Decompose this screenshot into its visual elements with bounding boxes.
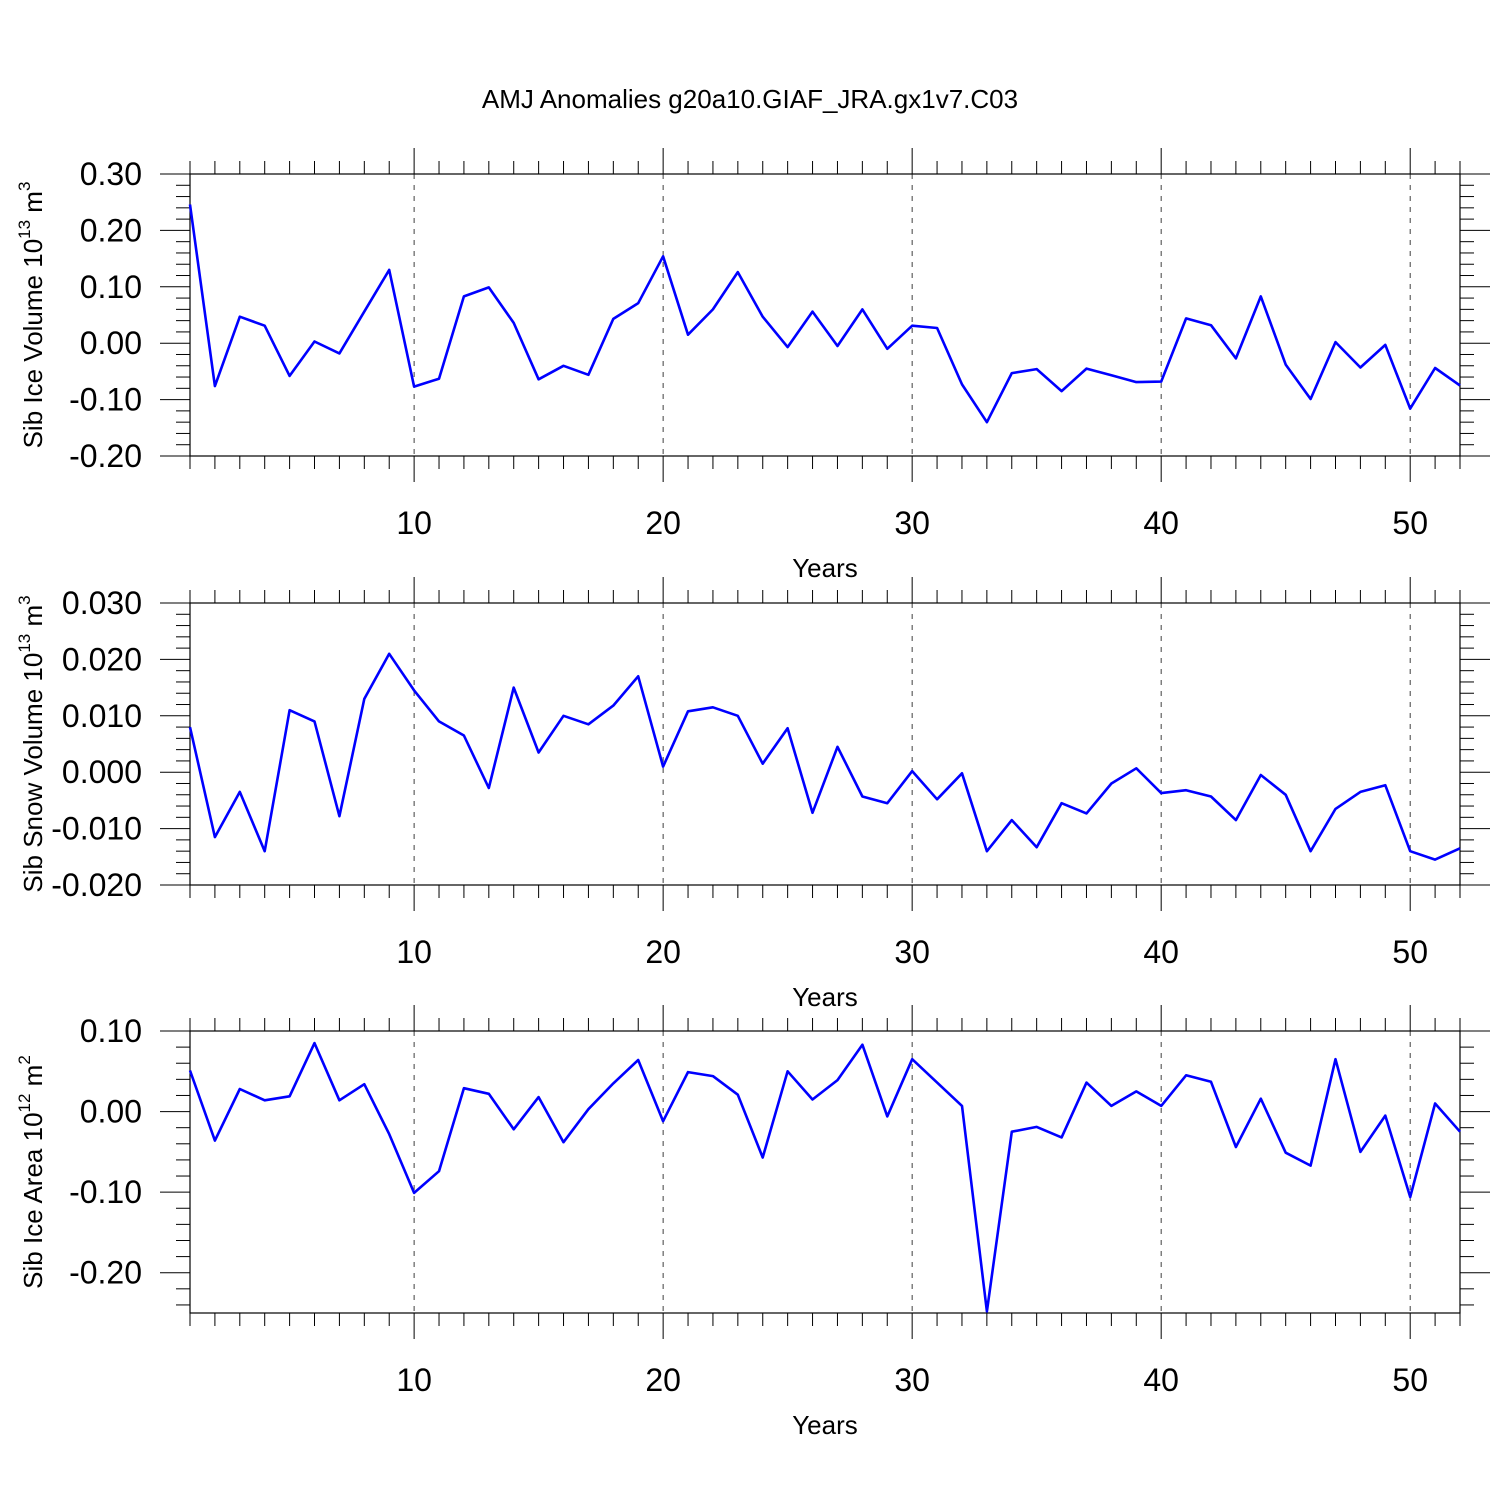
y-axis-title: Sib Ice Area 1012 m2 xyxy=(15,1055,48,1289)
x-tick-label: 10 xyxy=(396,934,432,970)
plot-frame xyxy=(189,602,1461,886)
x-tick-label: 50 xyxy=(1392,934,1428,970)
y-axis-title-text: Sib Snow Volume 10 xyxy=(18,653,48,893)
series-line xyxy=(188,652,1461,861)
x-axis-title: Years xyxy=(792,553,858,583)
y-tick-label: 0.00 xyxy=(80,1094,142,1130)
y-axis-title-text: m xyxy=(18,1065,48,1094)
y-tick-label: -0.010 xyxy=(51,811,142,847)
x-tick-label: 20 xyxy=(645,1362,681,1398)
y-tick-label: -0.10 xyxy=(69,382,142,418)
x-tick-label: 30 xyxy=(894,505,930,541)
chart-panel-2: 0.030 0.020 0.010 0.000 -0.010 -0.020 10 20 30 40… xyxy=(15,577,1490,1012)
x-tick-label: 40 xyxy=(1143,934,1179,970)
x-tick-label: 40 xyxy=(1143,1362,1179,1398)
x-tick-label: 20 xyxy=(645,934,681,970)
x-tick-label: 10 xyxy=(396,505,432,541)
y-tick-label: 0.020 xyxy=(62,641,142,677)
y-axis-title-text: Sib Ice Area 10 xyxy=(18,1112,48,1288)
y-axis-title-text: m xyxy=(18,605,48,634)
y-axis-title-superscript: 13 xyxy=(15,220,34,239)
y-axis-title-superscript: 12 xyxy=(15,1094,34,1113)
chart-panel-1: 0.30 0.20 0.10 0.00 -0.10 -0.20 10 20 30 40 50 Year… xyxy=(15,148,1490,583)
y-axis-title-superscript: 3 xyxy=(15,595,34,604)
page-title: AMJ Anomalies g20a10.GIAF_JRA.gx1v7.C03 xyxy=(481,84,1019,114)
y-tick-label: -0.20 xyxy=(69,438,142,474)
y-tick-label: 0.00 xyxy=(80,325,142,361)
y-tick-label: 0.030 xyxy=(62,585,142,621)
y-tick-label: 0.10 xyxy=(80,269,142,305)
y-tick-label: 0.010 xyxy=(62,698,142,734)
x-axis-title: Years xyxy=(792,1410,858,1440)
y-axis-title-superscript: 2 xyxy=(15,1055,34,1064)
x-tick-label: 50 xyxy=(1392,505,1428,541)
y-tick-label: -0.020 xyxy=(51,867,142,903)
y-tick-label: -0.20 xyxy=(69,1255,142,1291)
plot-frame xyxy=(189,173,1461,457)
plot-frame xyxy=(189,1030,1461,1314)
y-axis-title: Sib Snow Volume 1013 m3 xyxy=(15,595,48,892)
y-axis-title: Sib Ice Volume 1013 m3 xyxy=(15,182,48,449)
series-line xyxy=(188,1041,1461,1313)
y-tick-label: 0.10 xyxy=(80,1013,142,1049)
x-axis-title: Years xyxy=(792,982,858,1012)
y-tick-label: -0.10 xyxy=(69,1174,142,1210)
y-axis-title-text: m xyxy=(18,191,48,220)
y-axis-title-superscript: 13 xyxy=(15,634,34,653)
x-tick-label: 30 xyxy=(894,1362,930,1398)
series-line xyxy=(188,204,1461,424)
y-tick-label: 0.20 xyxy=(80,212,142,248)
x-tick-label: 10 xyxy=(396,1362,432,1398)
chart-panel-3: 0.10 0.00 -0.10 -0.20 10 20 30 40 50 Years Sib Ice… xyxy=(15,1005,1490,1440)
y-axis-title-text: Sib Ice Volume 10 xyxy=(18,239,48,449)
y-tick-label: 0.30 xyxy=(80,156,142,192)
x-tick-label: 40 xyxy=(1143,505,1179,541)
x-tick-label: 50 xyxy=(1392,1362,1428,1398)
y-tick-label: 0.000 xyxy=(62,754,142,790)
x-tick-label: 20 xyxy=(645,505,681,541)
y-axis-title-superscript: 3 xyxy=(15,182,34,191)
x-tick-label: 30 xyxy=(894,934,930,970)
